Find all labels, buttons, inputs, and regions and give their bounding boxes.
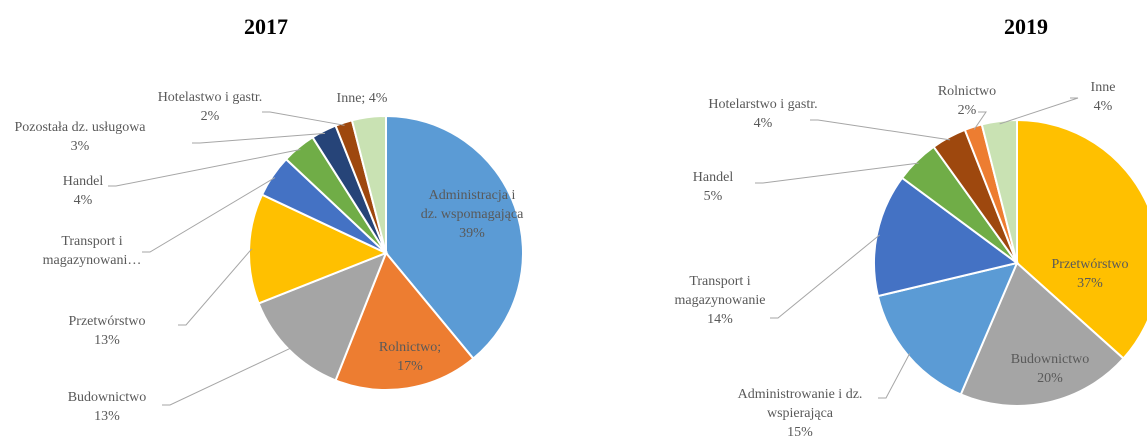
pie-slice [873, 176, 1020, 298]
data-label: Budownictwo 13% [37, 388, 177, 426]
value-label: 37% [1077, 276, 1103, 291]
value-label: 2% [200, 109, 220, 124]
leader-line [162, 347, 292, 406]
chart-title: 2017 [244, 14, 288, 39]
value-label: 13% [94, 333, 120, 348]
value-label: 5% [703, 189, 723, 204]
value-label: 4% [753, 116, 773, 131]
category-label: Hotelarstwo i gastr. [708, 97, 818, 112]
leader-line [755, 162, 919, 184]
data-label: Budownictwo 20% [995, 350, 1105, 388]
category-label: Administracja i dz. wspomagająca [420, 188, 524, 222]
value-label: 17% [397, 359, 423, 374]
leader-line [999, 97, 1079, 125]
data-label: Przetwórstwo 13% [37, 312, 177, 350]
value-label: 2% [957, 103, 977, 118]
category-label: Hotelastwo i gastr. [157, 90, 263, 105]
category-label: Pozostała dz. usługowa [14, 120, 146, 135]
data-label: Hotelarstwo i gastr. 4% [678, 95, 848, 133]
pie-slice [959, 261, 1125, 407]
category-label: Handel [62, 174, 104, 189]
value-label: 3% [70, 139, 90, 154]
pie-slice [876, 261, 1019, 396]
category-label: Handel [692, 170, 734, 185]
data-label: Handel 5% [673, 168, 753, 206]
data-label: Inne; 4% [317, 89, 407, 108]
pie-slice [385, 114, 524, 360]
leader-line [810, 119, 951, 141]
category-label: Administrowanie i dz. wspierająca [737, 387, 863, 421]
category-label: Inne [1090, 80, 1116, 95]
leader-line [108, 149, 301, 187]
value-label: 15% [787, 425, 813, 439]
category-label: Transport i magazynowanie [674, 274, 766, 308]
data-label: Przetwórstwo 37% [1035, 255, 1145, 293]
data-label: Transport i magazynowani… [37, 232, 147, 270]
leader-line [178, 248, 253, 326]
data-label: Pozostała dz. usługowa 3% [0, 118, 165, 156]
value-label: 20% [1037, 371, 1063, 386]
leader-line [142, 177, 276, 253]
value-label: 14% [707, 312, 733, 327]
leader-line [878, 353, 911, 399]
chart-title: 2019 [1004, 14, 1048, 39]
value-label: 4% [73, 193, 93, 208]
data-label: Inne 4% [1073, 78, 1133, 116]
data-label: Transport i magazynowanie 14% [665, 272, 775, 329]
pie-slice [334, 251, 475, 391]
data-label: Administrowanie i dz. wspierająca 15% [715, 385, 885, 439]
value-label: 39% [459, 226, 485, 241]
value-label: 4% [368, 91, 388, 106]
leader-line [770, 234, 881, 319]
value-label: 4% [1093, 99, 1113, 114]
category-label: Przetwórstwo [1051, 257, 1129, 272]
data-label: Administracja i dz. wspomagająca 39% [420, 186, 525, 243]
value-label: 13% [94, 409, 120, 424]
data-label: Rolnictwo 2% [927, 82, 1007, 120]
pie-slice [350, 114, 387, 254]
leader-line [973, 111, 987, 130]
leader-line [262, 111, 345, 126]
category-label: Budownictwo [1010, 352, 1090, 367]
category-label: Budownictwo [67, 390, 147, 405]
data-label: Hotelastwo i gastr. 2% [135, 88, 285, 126]
category-label: Przetwórstwo [68, 314, 146, 329]
category-label: Transport i magazynowani… [42, 234, 142, 268]
pie-slice [1016, 118, 1147, 360]
category-label: Rolnictwo [937, 84, 997, 99]
pie-slice [248, 193, 389, 305]
pie-slice [980, 118, 1018, 264]
data-label: Handel 4% [43, 172, 123, 210]
data-label: Rolnictwo; 17% [355, 338, 465, 376]
category-label: Inne; [336, 91, 366, 106]
category-label: Rolnictwo; [378, 340, 442, 355]
leader-line [192, 132, 326, 144]
